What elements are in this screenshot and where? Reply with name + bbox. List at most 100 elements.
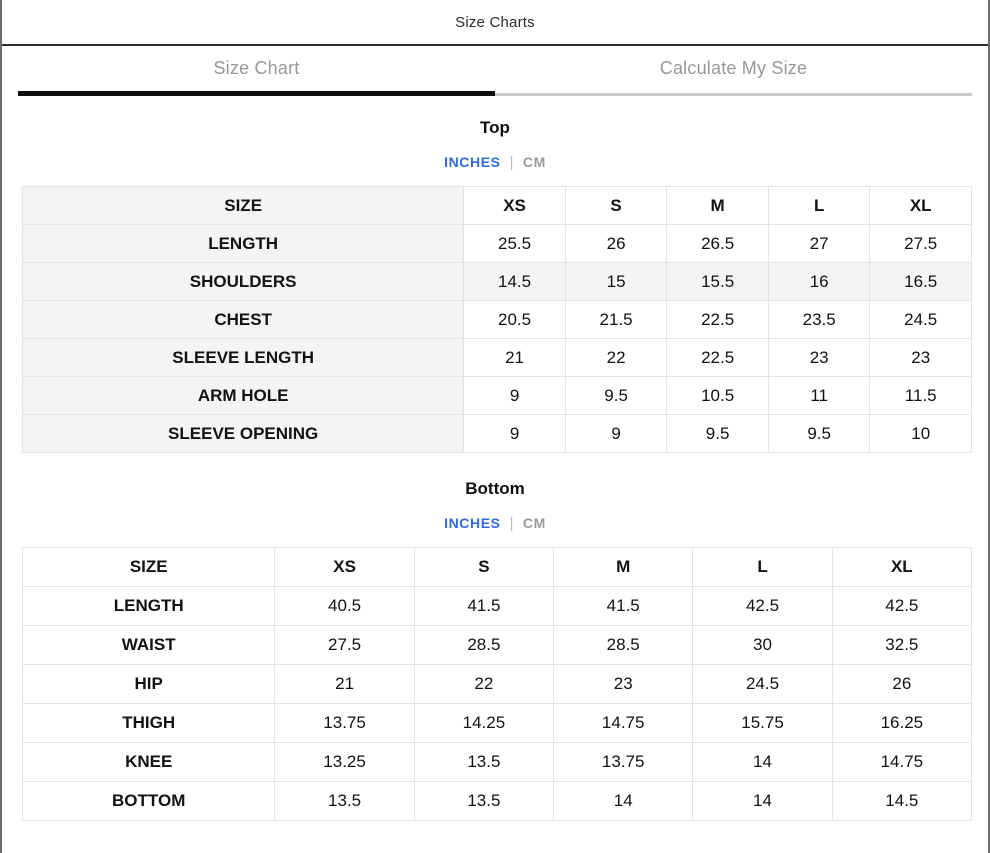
table-row: ARM HOLE 9 9.5 10.5 11 11.5: [21, 376, 972, 415]
value-cell: 40.5: [274, 586, 415, 626]
top-inches-toggle[interactable]: INCHES: [444, 154, 501, 170]
top-section: Top INCHES | CM SIZE XS S M L XL LENGTH 25.5 26 26.…: [2, 96, 988, 453]
unit-divider: |: [509, 154, 514, 171]
size-header-cell: SIZE: [21, 547, 276, 587]
tab-size-chart[interactable]: Size Chart: [18, 46, 495, 96]
value-cell: 11: [767, 376, 871, 415]
table-row: LENGTH 40.5 41.5 41.5 42.5 42.5: [21, 586, 973, 626]
value-cell: 24.5: [869, 300, 972, 339]
size-column-header: M: [666, 186, 769, 225]
tab-calculate-my-size-label: Calculate My Size: [659, 57, 808, 78]
value-cell: 14.5: [831, 781, 973, 821]
value-cell: 23.5: [767, 300, 871, 339]
value-cell: 14: [692, 781, 833, 821]
size-header-cell: SIZE: [21, 186, 465, 225]
value-cell: 14.5: [463, 262, 566, 301]
value-cell: 22.5: [666, 338, 769, 377]
value-cell: 13.5: [413, 742, 555, 782]
tab-size-chart-label: Size Chart: [213, 57, 300, 78]
row-label-cell: LENGTH: [21, 224, 465, 263]
value-cell: 23: [767, 338, 871, 377]
value-cell: 13.5: [413, 781, 555, 821]
bottom-cm-toggle[interactable]: CM: [522, 515, 546, 531]
size-column-header: S: [564, 186, 668, 225]
top-unit-toggle: INCHES | CM: [2, 152, 988, 173]
value-cell: 41.5: [553, 586, 694, 626]
top-section-heading: Top: [480, 118, 510, 137]
modal-title: Size Charts: [455, 13, 535, 31]
table-row: SHOULDERS 14.5 15 15.5 16 16.5: [21, 262, 972, 301]
row-label-cell: ARM HOLE: [21, 376, 465, 415]
size-column-header: L: [692, 547, 833, 587]
size-column-header: M: [553, 547, 694, 587]
value-cell: 28.5: [553, 625, 694, 665]
value-cell: 14.75: [831, 742, 973, 782]
top-cm-toggle[interactable]: CM: [522, 154, 546, 170]
value-cell: 27.5: [869, 224, 972, 263]
table-row: SLEEVE LENGTH 21 22 22.5 23 23: [21, 338, 972, 377]
value-cell: 30: [692, 625, 833, 665]
table-row: WAIST 27.5 28.5 28.5 30 32.5: [21, 625, 973, 665]
row-label-cell: LENGTH: [21, 586, 276, 626]
value-cell: 15: [564, 262, 668, 301]
value-cell: 16: [767, 262, 871, 301]
tab-bar: Size Chart Calculate My Size: [2, 46, 988, 96]
close-icon[interactable]: ✕: [960, 0, 976, 4]
value-cell: 15.5: [666, 262, 769, 301]
value-cell: 11.5: [869, 376, 972, 415]
value-cell: 9: [463, 376, 566, 415]
row-label-cell: SLEEVE OPENING: [21, 414, 465, 453]
top-size-table: SIZE XS S M L XL LENGTH 25.5 26 26.5 27 27.5 SHOULDE…: [21, 186, 972, 453]
tab-calculate-my-size[interactable]: Calculate My Size: [495, 46, 972, 96]
table-row: SLEEVE OPENING 9 9 9.5 9.5 10: [21, 414, 972, 453]
value-cell: 14.25: [413, 703, 555, 743]
value-cell: 13.75: [274, 703, 415, 743]
value-cell: 10.5: [666, 376, 769, 415]
table-row: HIP 21 22 23 24.5 26: [21, 664, 973, 704]
bottom-unit-toggle: INCHES | CM: [2, 513, 988, 534]
value-cell: 20.5: [463, 300, 566, 339]
value-cell: 32.5: [831, 625, 973, 665]
size-column-header: XS: [274, 547, 415, 587]
value-cell: 9: [463, 414, 566, 453]
table-row: LENGTH 25.5 26 26.5 27 27.5: [21, 224, 972, 263]
value-cell: 9.5: [767, 414, 871, 453]
value-cell: 9: [564, 414, 668, 453]
value-cell: 26.5: [666, 224, 769, 263]
row-label-cell: SHOULDERS: [21, 262, 465, 301]
value-cell: 14: [553, 781, 694, 821]
value-cell: 21.5: [564, 300, 668, 339]
value-cell: 9.5: [666, 414, 769, 453]
value-cell: 10: [869, 414, 972, 453]
size-chart-content: Top INCHES | CM SIZE XS S M L XL LENGTH 25.5 26 26.…: [2, 96, 988, 821]
size-column-header: XL: [831, 547, 973, 587]
value-cell: 16.25: [831, 703, 973, 743]
size-column-header: XL: [869, 186, 972, 225]
value-cell: 9.5: [564, 376, 668, 415]
modal-header: Size Charts ✕: [2, 0, 988, 46]
row-label-cell: SLEEVE LENGTH: [21, 338, 465, 377]
value-cell: 27: [767, 224, 871, 263]
value-cell: 27.5: [274, 625, 415, 665]
table-row: CHEST 20.5 21.5 22.5 23.5 24.5: [21, 300, 972, 339]
value-cell: 22: [564, 338, 668, 377]
value-cell: 15.75: [692, 703, 833, 743]
value-cell: 25.5: [463, 224, 566, 263]
row-label-cell: WAIST: [21, 625, 276, 665]
bottom-section-heading: Bottom: [465, 479, 525, 498]
row-label-cell: HIP: [21, 664, 276, 704]
table-row: BOTTOM 13.5 13.5 14 14 14.5: [21, 781, 973, 821]
value-cell: 21: [463, 338, 566, 377]
value-cell: 13.25: [274, 742, 415, 782]
bottom-size-table: SIZE XS S M L XL LENGTH 40.5 41.5 41.5 42.5 42.5 WAI…: [21, 547, 973, 821]
value-cell: 42.5: [692, 586, 833, 626]
table-row: KNEE 13.25 13.5 13.75 14 14.75: [21, 742, 973, 782]
value-cell: 14.75: [553, 703, 694, 743]
bottom-inches-toggle[interactable]: INCHES: [444, 515, 501, 531]
table-row: THIGH 13.75 14.25 14.75 15.75 16.25: [21, 703, 973, 743]
header-row: SIZE XS S M L XL: [21, 186, 972, 225]
row-label-cell: THIGH: [21, 703, 276, 743]
value-cell: 24.5: [692, 664, 833, 704]
value-cell: 41.5: [413, 586, 555, 626]
value-cell: 14: [692, 742, 833, 782]
